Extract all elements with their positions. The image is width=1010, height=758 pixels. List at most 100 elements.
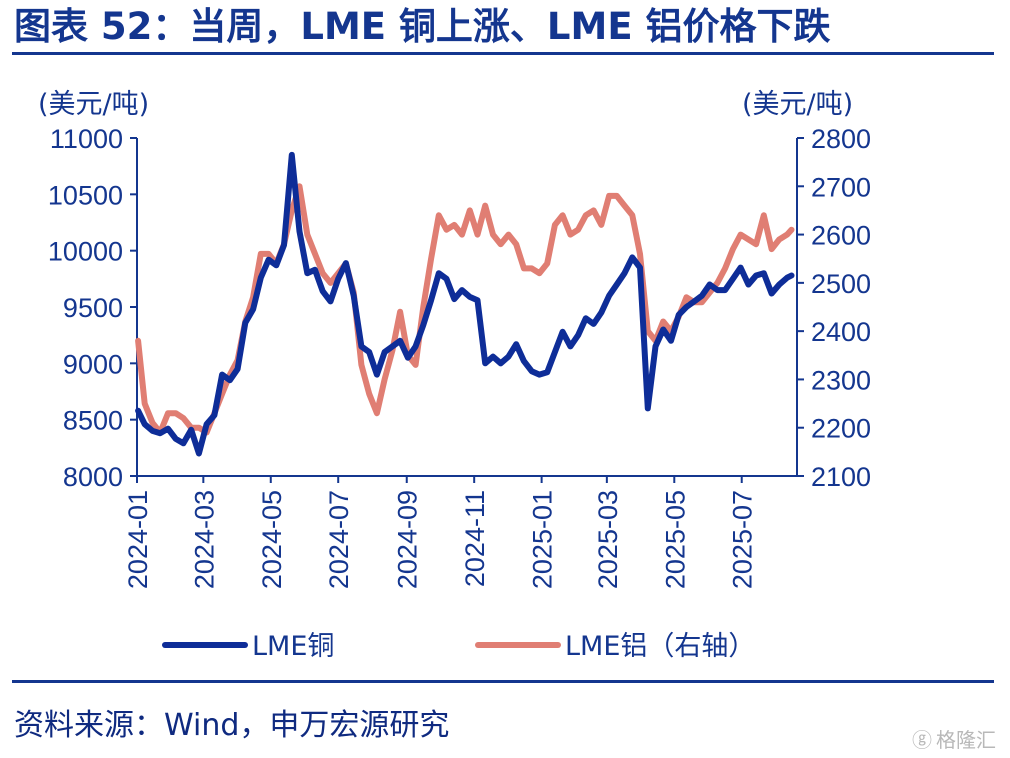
copper-data-point xyxy=(376,374,377,375)
x-tick-label: 2025-05 xyxy=(660,490,690,589)
aluminum-data-point xyxy=(183,418,184,419)
aluminum-data-point xyxy=(508,234,509,235)
left-tick-label: 8500 xyxy=(63,406,123,436)
axes xyxy=(130,137,804,483)
copper-data-point xyxy=(152,430,153,431)
copper-data-point xyxy=(338,278,339,279)
copper-data-point xyxy=(671,340,672,341)
copper-data-point xyxy=(446,278,447,279)
aluminum-data-point xyxy=(175,413,176,414)
aluminum-data-point xyxy=(423,307,424,308)
copper-data-point xyxy=(732,278,733,279)
aluminum-data-point xyxy=(562,215,563,216)
aluminum-data-point xyxy=(539,273,540,274)
copper-data-point xyxy=(763,273,764,274)
copper-series-line xyxy=(135,151,795,457)
x-tick-label: 2024-07 xyxy=(324,490,354,589)
copper-data-point xyxy=(717,290,718,291)
copper-data-point xyxy=(771,293,772,294)
left-tick-label: 9500 xyxy=(63,293,123,323)
aluminum-data-point xyxy=(168,413,169,414)
aluminum-data-point xyxy=(570,234,571,235)
aluminum-data-point xyxy=(500,244,501,245)
copper-data-point xyxy=(686,307,687,308)
x-tick-label: 2024-05 xyxy=(257,490,287,589)
aluminum-data-point xyxy=(763,215,764,216)
copper-data-point xyxy=(570,346,571,347)
copper-data-point xyxy=(539,374,540,375)
aluminum-data-point xyxy=(791,229,792,230)
copper-data-point xyxy=(493,356,494,357)
right-tick-label: 2600 xyxy=(811,221,871,251)
copper-data-point xyxy=(384,352,385,353)
aluminum-data-point xyxy=(299,186,300,187)
copper-data-point xyxy=(477,300,478,301)
aluminum-data-point xyxy=(516,244,517,245)
copper-data-point xyxy=(268,259,269,260)
copper-data-point xyxy=(191,429,192,430)
left-tick-label: 9000 xyxy=(63,349,123,379)
aluminum-data-point xyxy=(462,234,463,235)
legend-aluminum-label: LME铝（右轴） xyxy=(565,631,755,662)
left-tick-label: 11000 xyxy=(50,124,123,154)
aluminum-data-point xyxy=(144,403,145,404)
copper-data-point xyxy=(229,380,230,381)
copper-data-point xyxy=(222,374,223,375)
aluminum-data-point xyxy=(477,234,478,235)
aluminum-data-point xyxy=(787,234,788,235)
legend: LME铜 LME铝（右轴） xyxy=(162,631,755,662)
aluminum-data-point xyxy=(307,234,308,235)
copper-data-point xyxy=(601,312,602,313)
aluminum-data-point xyxy=(431,258,432,259)
right-tick-label: 2800 xyxy=(811,124,871,154)
copper-data-point xyxy=(578,335,579,336)
aluminum-data-point xyxy=(686,297,687,298)
aluminum-data-point xyxy=(138,340,139,341)
aluminum-data-point xyxy=(725,268,726,269)
aluminum-data-point xyxy=(701,302,702,303)
copper-data-point xyxy=(779,284,780,285)
aluminum-data-point xyxy=(361,364,362,365)
copper-data-point xyxy=(245,322,246,323)
copper-data-point xyxy=(423,325,424,326)
copper-data-point xyxy=(198,453,199,454)
aluminum-data-point xyxy=(709,292,710,293)
aluminum-data-point xyxy=(748,239,749,240)
aluminum-data-point xyxy=(740,234,741,235)
aluminum-data-point xyxy=(469,210,470,211)
aluminum-data-point xyxy=(446,229,447,230)
aluminum-data-point xyxy=(485,205,486,206)
legend-copper-label: LME铜 xyxy=(252,631,334,662)
copper-data-point xyxy=(663,329,664,330)
aluminum-data-point xyxy=(585,215,586,216)
copper-data-point xyxy=(345,263,346,264)
copper-data-point xyxy=(655,346,656,347)
left-tick-label: 10000 xyxy=(48,237,123,267)
aluminum-data-point xyxy=(260,253,261,254)
copper-data-point xyxy=(415,346,416,347)
title-divider xyxy=(12,52,994,55)
aluminum-data-point xyxy=(198,427,199,428)
copper-data-point xyxy=(168,428,169,429)
copper-data-point xyxy=(144,424,145,425)
copper-data-point xyxy=(361,346,362,347)
copper-data-point xyxy=(709,284,710,285)
copper-data-point xyxy=(299,231,300,232)
aluminum-data-point xyxy=(663,321,664,322)
right-tick-label: 2500 xyxy=(811,269,871,299)
aluminum-data-point xyxy=(547,263,548,264)
aluminum-data-point xyxy=(322,273,323,274)
copper-data-point xyxy=(469,296,470,297)
copper-data-point xyxy=(315,269,316,270)
watermark: ⓖ 格隆汇 xyxy=(912,724,996,753)
copper-data-point xyxy=(369,352,370,353)
aluminum-data-point xyxy=(291,210,292,211)
copper-data-point xyxy=(562,331,563,332)
right-tick-label: 2300 xyxy=(811,365,871,395)
copper-data-point xyxy=(609,295,610,296)
aluminum-data-point xyxy=(384,379,385,380)
x-tick-label: 2024-03 xyxy=(189,490,219,589)
copper-data-point xyxy=(138,410,139,411)
aluminum-data-point xyxy=(523,268,524,269)
aluminum-data-point xyxy=(376,413,377,414)
